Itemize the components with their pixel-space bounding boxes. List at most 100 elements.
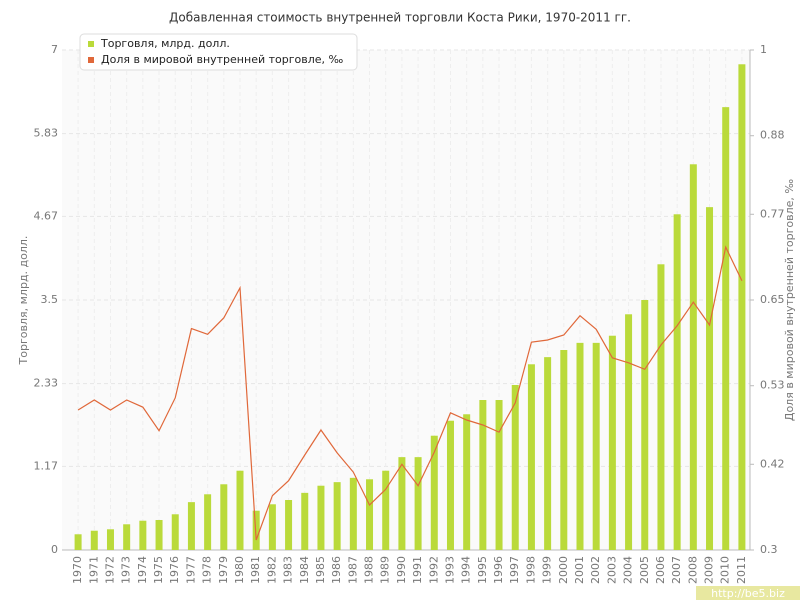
x-tick-label: 2005 — [638, 556, 651, 584]
x-tick-label: 1971 — [87, 556, 100, 584]
legend-label: Торговля, млрд. долл. — [100, 37, 230, 50]
y-tick-label: 1.17 — [34, 459, 59, 472]
watermark-bg — [696, 586, 800, 600]
bar — [592, 342, 600, 550]
bar — [576, 342, 584, 550]
bar — [706, 207, 714, 550]
x-tick-label: 2001 — [573, 556, 586, 584]
y-tick-label: 3.5 — [41, 293, 59, 306]
legend: Торговля, млрд. долл. Доля в мировой внут… — [79, 33, 358, 71]
x-tick-label: 1998 — [524, 556, 537, 584]
bar — [268, 504, 276, 550]
y2-tick-label: 0.3 — [760, 543, 778, 556]
x-tick-label: 1993 — [443, 556, 456, 584]
x-tick-label: 1988 — [363, 556, 376, 584]
bar — [301, 492, 309, 550]
x-tick-label: 1973 — [120, 556, 133, 584]
x-tick-label: 2008 — [686, 556, 699, 584]
y2-tick-label: 0.77 — [760, 207, 785, 220]
x-tick-label: 1974 — [136, 556, 149, 584]
bar — [106, 529, 114, 550]
x-tick-label: 1991 — [411, 556, 424, 584]
x-tick-label: 1995 — [476, 556, 489, 584]
y-tick-label: 7 — [51, 43, 58, 56]
x-tick-label: 1978 — [201, 556, 214, 584]
bar — [527, 364, 535, 550]
x-tick-label: 1984 — [298, 556, 311, 584]
bar — [722, 107, 730, 551]
bar — [673, 214, 681, 551]
x-tick-label: 2007 — [670, 556, 683, 584]
bar — [236, 470, 244, 550]
y2-tick-label: 0.42 — [760, 457, 785, 470]
y-tick-label: 0 — [51, 543, 58, 556]
bar — [155, 520, 163, 550]
bar — [349, 477, 357, 550]
x-tick-label: 2000 — [557, 556, 570, 584]
x-tick-label: 1990 — [395, 556, 408, 584]
bar — [366, 479, 374, 550]
bar — [220, 484, 228, 550]
y2-axis-label: Доля в мировой внутренней торговле, ‰ — [783, 179, 796, 422]
bar — [187, 502, 195, 550]
y2-tick-label: 0.65 — [760, 293, 785, 306]
x-tick-label: 2002 — [589, 556, 602, 584]
watermark: http://be5.biz — [711, 587, 785, 600]
bar — [171, 514, 179, 550]
x-tick-label: 2004 — [622, 556, 635, 584]
x-tick-label: 1972 — [103, 556, 116, 584]
x-tick-label: 1999 — [541, 556, 554, 584]
x-tick-label: 1989 — [379, 556, 392, 584]
x-tick-label: 1970 — [71, 556, 84, 584]
line — [77, 245, 743, 541]
bar — [398, 457, 406, 550]
x-tick-label: 1979 — [217, 556, 230, 584]
y-tick-label: 5.83 — [34, 127, 59, 140]
x-tick-label: 1997 — [508, 556, 521, 584]
bar — [560, 350, 568, 550]
x-tick-label: 1996 — [492, 556, 505, 584]
bar — [544, 357, 552, 550]
bar — [285, 500, 293, 550]
x-tick-label: 2010 — [719, 556, 732, 584]
bar — [479, 400, 487, 550]
bar — [333, 482, 341, 550]
bar — [430, 435, 438, 550]
bar — [74, 534, 82, 550]
x-tick-label: 1980 — [233, 556, 246, 584]
bar — [414, 457, 422, 550]
x-tick-label: 1987 — [346, 556, 359, 584]
bar — [657, 264, 665, 550]
x-tick-label: 1975 — [152, 556, 165, 584]
bar — [123, 524, 131, 550]
bar — [204, 494, 212, 550]
bar — [252, 510, 260, 550]
x-tick-label: 1976 — [168, 556, 181, 584]
x-tick-label: 1985 — [314, 556, 327, 584]
bar — [139, 520, 147, 550]
bar — [463, 414, 471, 550]
legend-label: Доля в мировой внутренней торговле, ‰ — [101, 53, 344, 66]
y2-tick-label: 0.53 — [760, 379, 785, 392]
x-tick-label: 1983 — [282, 556, 295, 584]
x-tick-label: 1981 — [249, 556, 262, 584]
bar — [317, 485, 325, 550]
x-tick-label: 1994 — [460, 556, 473, 584]
bar — [738, 64, 746, 551]
x-tick-label: 1986 — [330, 556, 343, 584]
bar — [608, 335, 616, 550]
y-axis-label: Торговля, млрд. долл. — [17, 236, 30, 366]
bar — [446, 420, 454, 550]
x-tick-label: 2003 — [605, 556, 618, 584]
legend-swatch — [88, 57, 94, 63]
x-tick-label: 1982 — [265, 556, 278, 584]
legend-swatch — [88, 41, 94, 47]
bar — [90, 530, 98, 550]
x-tick-label: 2006 — [654, 556, 667, 584]
x-tick-label: 2011 — [735, 556, 748, 584]
bar — [382, 470, 390, 550]
y2-tick-label: 1 — [760, 43, 767, 56]
bar — [495, 400, 503, 550]
bar — [625, 314, 633, 550]
